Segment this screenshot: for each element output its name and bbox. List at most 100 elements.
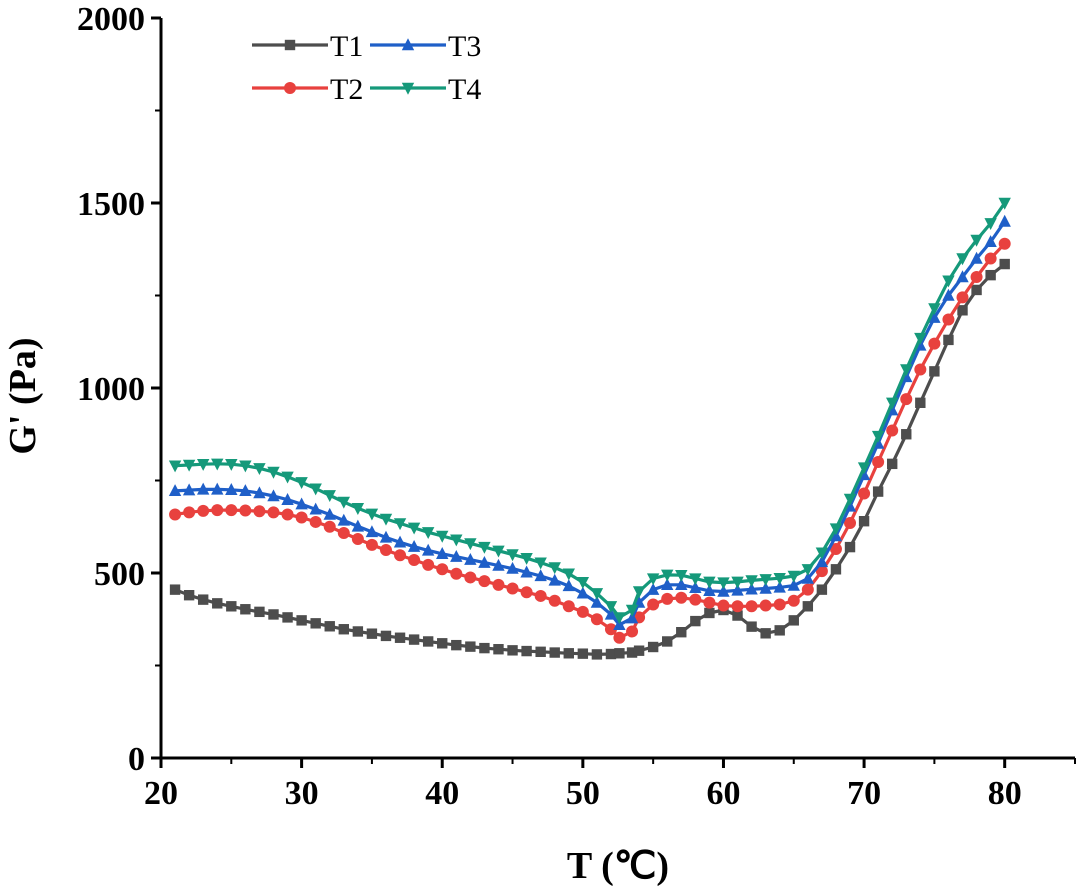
point-t2 xyxy=(351,532,364,545)
point-t2 xyxy=(323,520,336,533)
series-group xyxy=(168,197,1011,660)
point-t3 xyxy=(562,579,575,592)
point-t1 xyxy=(535,646,546,658)
y-tick-label: 2000 xyxy=(77,1,145,38)
point-t3 xyxy=(661,578,674,591)
point-t3 xyxy=(773,580,786,593)
point-t2 xyxy=(478,575,491,588)
point-t4 xyxy=(886,397,899,410)
point-t3 xyxy=(492,558,505,571)
point-t1 xyxy=(858,516,870,527)
point-t2 xyxy=(613,631,626,644)
point-t3 xyxy=(168,484,182,497)
point-t2 xyxy=(970,271,983,283)
point-t3 xyxy=(309,502,322,515)
point-t2 xyxy=(844,517,857,530)
point-t4 xyxy=(998,197,1011,210)
point-t1 xyxy=(394,632,406,643)
point-t1 xyxy=(197,594,209,605)
point-t3 xyxy=(745,582,758,595)
point-t1 xyxy=(310,618,321,629)
point-t1 xyxy=(676,627,687,638)
point-t3 xyxy=(787,578,800,591)
point-t1 xyxy=(493,644,504,655)
point-t2 xyxy=(717,599,730,612)
point-t4 xyxy=(168,460,182,473)
point-t1 xyxy=(268,609,279,620)
x-tick-label: 30 xyxy=(285,775,319,812)
point-t2 xyxy=(394,549,407,562)
legend-item-t1: T1 xyxy=(252,30,363,63)
point-t1 xyxy=(422,636,434,647)
point-t3 xyxy=(478,555,491,568)
point-t4 xyxy=(576,577,590,589)
x-tick-label: 60 xyxy=(706,775,740,812)
point-t4 xyxy=(900,364,913,377)
point-t1 xyxy=(844,541,856,553)
point-t3 xyxy=(625,611,639,624)
point-t4 xyxy=(548,562,561,575)
point-t2 xyxy=(281,508,294,521)
point-t3 xyxy=(548,573,561,586)
point-t2 xyxy=(956,291,969,304)
point-t1 xyxy=(465,641,476,652)
point-t1 xyxy=(802,601,814,612)
y-tick-label: 500 xyxy=(94,556,145,593)
point-t2 xyxy=(661,592,674,605)
y-tick-label: 1000 xyxy=(77,371,145,408)
point-t3 xyxy=(211,482,224,495)
point-t1 xyxy=(296,615,307,626)
point-t4 xyxy=(604,601,618,613)
point-t1 xyxy=(774,625,785,636)
point-t2 xyxy=(422,558,435,571)
point-t1 xyxy=(240,604,251,615)
point-t2 xyxy=(858,487,871,500)
point-t1 xyxy=(929,366,940,377)
point-t1 xyxy=(183,590,195,601)
point-t4 xyxy=(281,471,294,484)
point-t3 xyxy=(942,288,955,301)
point-t3 xyxy=(534,569,547,582)
point-t4 xyxy=(928,303,941,316)
point-t3 xyxy=(464,552,477,565)
legend-item-t2: T2 xyxy=(252,73,363,106)
point-t2 xyxy=(914,363,927,376)
point-t2 xyxy=(731,600,744,613)
axes: 20 30 40 50 60 70 80 0 500 1000 1500 2000 xyxy=(77,1,1076,812)
point-t2 xyxy=(984,252,997,265)
point-t4 xyxy=(323,490,336,502)
point-t4 xyxy=(211,458,224,471)
point-t4 xyxy=(267,466,280,479)
point-t4 xyxy=(506,549,519,562)
point-t3 xyxy=(337,513,350,526)
legend-label: T1 xyxy=(330,30,363,63)
x-tick-label: 70 xyxy=(847,775,881,812)
point-t3 xyxy=(928,311,941,323)
point-t2 xyxy=(225,504,238,517)
point-t3 xyxy=(520,565,533,578)
x-tick-label: 40 xyxy=(425,775,459,812)
point-t2 xyxy=(183,506,196,519)
legend-marker xyxy=(284,82,296,94)
point-t4 xyxy=(703,576,716,589)
point-t2 xyxy=(436,563,449,576)
point-t3 xyxy=(253,486,266,499)
legend-item-t4: T4 xyxy=(370,73,481,106)
point-t3 xyxy=(604,607,618,620)
point-t4 xyxy=(745,575,758,588)
point-t4 xyxy=(625,604,639,617)
point-t2 xyxy=(169,508,182,521)
point-t4 xyxy=(196,459,210,471)
point-t4 xyxy=(309,483,322,496)
series-t1 xyxy=(169,258,1010,660)
legend-marker xyxy=(401,38,415,51)
point-t1 xyxy=(788,615,799,626)
point-t4 xyxy=(632,586,646,599)
point-t2 xyxy=(942,313,955,326)
legend-item-t3: T3 xyxy=(370,30,481,63)
point-t1 xyxy=(662,636,673,647)
point-t3 xyxy=(351,519,365,532)
point-t4 xyxy=(520,553,533,565)
point-t2 xyxy=(492,578,505,591)
point-t2 xyxy=(239,504,252,517)
